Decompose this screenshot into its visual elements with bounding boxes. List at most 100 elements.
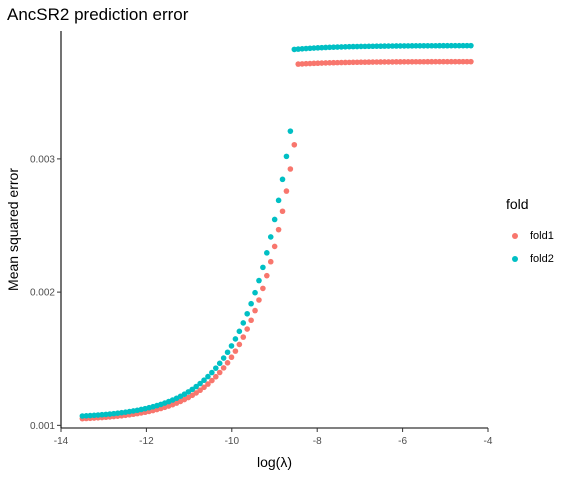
data-point-fold1 <box>373 59 380 65</box>
x-tick-label: -10 <box>225 436 240 447</box>
data-point-fold1 <box>267 258 274 265</box>
data-point-fold1 <box>397 59 404 65</box>
data-point-fold2 <box>413 43 419 49</box>
data-point-fold1 <box>287 166 294 172</box>
data-point-fold2 <box>322 44 329 51</box>
data-point-fold1 <box>413 58 419 65</box>
data-point-fold2 <box>256 277 262 284</box>
data-point-fold1 <box>428 58 435 65</box>
data-point-fold2 <box>330 44 337 50</box>
data-point-fold1 <box>236 341 243 348</box>
x-tick-label: -6 <box>398 436 407 447</box>
legend-item-fold2: fold2 <box>506 247 554 270</box>
data-point-fold2 <box>267 234 274 240</box>
data-point-fold1 <box>358 59 364 65</box>
data-point-fold1 <box>366 59 372 65</box>
data-point-fold2 <box>213 365 219 371</box>
data-point-fold1 <box>417 58 423 65</box>
data-point-fold1 <box>405 59 411 65</box>
data-point-fold2 <box>354 43 360 50</box>
data-point-fold2 <box>377 43 384 49</box>
data-point-fold2 <box>350 43 356 50</box>
data-point-fold1 <box>370 59 376 65</box>
data-point-fold2 <box>311 45 317 51</box>
y-tick-label: 0.001 <box>30 421 55 432</box>
data-point-fold1 <box>448 58 455 65</box>
data-point-fold2 <box>201 377 207 384</box>
y-axis-label: Mean squared error <box>5 168 21 291</box>
data-point-fold1 <box>201 384 207 391</box>
data-point-fold1 <box>326 60 333 66</box>
data-point-fold1 <box>362 59 368 65</box>
x-tick-label: -4 <box>484 436 493 447</box>
data-point-fold1 <box>389 59 396 65</box>
data-point-fold2 <box>460 42 466 49</box>
data-point-fold2 <box>205 373 211 380</box>
data-point-fold2 <box>381 43 388 49</box>
data-point-fold2 <box>452 42 459 49</box>
data-point-fold1 <box>220 365 227 371</box>
data-point-fold2 <box>252 289 258 296</box>
data-point-fold2 <box>401 43 408 49</box>
data-point-fold2 <box>385 43 392 49</box>
data-point-fold2 <box>342 44 349 50</box>
data-point-fold1 <box>264 272 270 279</box>
data-point-fold1 <box>209 377 215 384</box>
data-point-fold1 <box>311 60 317 67</box>
data-point-fold2 <box>338 44 345 50</box>
data-point-fold2 <box>389 43 396 49</box>
chart-title: AncSR2 prediction error <box>7 5 189 24</box>
data-point-fold2 <box>405 43 411 49</box>
legend-key-fold2 <box>506 250 523 267</box>
data-point-fold1 <box>346 59 353 66</box>
data-point-fold1 <box>205 381 211 387</box>
data-point-fold1 <box>468 58 474 65</box>
data-point-fold2 <box>417 43 423 49</box>
x-tick-label: -8 <box>313 436 322 447</box>
data-point-fold2 <box>346 43 353 50</box>
data-point-fold1 <box>303 60 309 67</box>
data-point-fold1 <box>330 59 337 66</box>
data-point-fold2 <box>264 250 270 256</box>
data-point-fold2 <box>440 42 447 49</box>
data-point-fold2 <box>456 42 462 49</box>
x-axis-label: log(λ) <box>257 454 292 470</box>
data-point-fold2 <box>448 42 455 49</box>
legend: fold fold1 fold2 <box>506 196 554 270</box>
x-tick-label: -12 <box>139 436 154 447</box>
data-point-fold1 <box>377 59 384 65</box>
data-point-fold2 <box>248 300 254 307</box>
data-point-fold2 <box>444 42 451 49</box>
data-point-fold1 <box>213 373 219 380</box>
data-point-fold2 <box>393 43 400 49</box>
data-point-fold2 <box>244 310 250 317</box>
legend-item-fold1: fold1 <box>506 224 554 247</box>
data-point-fold2 <box>228 343 235 349</box>
data-point-fold1 <box>401 59 408 65</box>
y-tick-label: 0.003 <box>30 154 55 165</box>
legend-label-fold1: fold1 <box>530 229 554 242</box>
data-point-fold2 <box>421 42 427 49</box>
data-point-fold1 <box>271 243 278 250</box>
data-point-fold2 <box>236 328 243 335</box>
data-point-fold2 <box>436 42 443 49</box>
data-point-fold1 <box>432 58 439 65</box>
data-point-fold1 <box>240 334 247 340</box>
data-point-fold2 <box>232 336 239 342</box>
data-point-fold2 <box>428 42 435 49</box>
y-tick-label: 0.002 <box>30 288 55 299</box>
data-point-fold2 <box>464 42 470 49</box>
data-point-fold2 <box>209 369 215 376</box>
data-point-fold1 <box>307 60 313 67</box>
data-point-fold1 <box>322 60 329 66</box>
data-point-fold1 <box>244 326 250 332</box>
data-point-fold2 <box>432 42 439 49</box>
data-point-fold1 <box>393 59 400 65</box>
data-point-fold2 <box>326 44 333 51</box>
data-point-fold1 <box>248 317 254 324</box>
data-point-fold1 <box>228 354 235 361</box>
data-point-fold2 <box>424 42 431 49</box>
data-point-fold1 <box>350 59 356 66</box>
data-point-fold2 <box>260 264 266 271</box>
